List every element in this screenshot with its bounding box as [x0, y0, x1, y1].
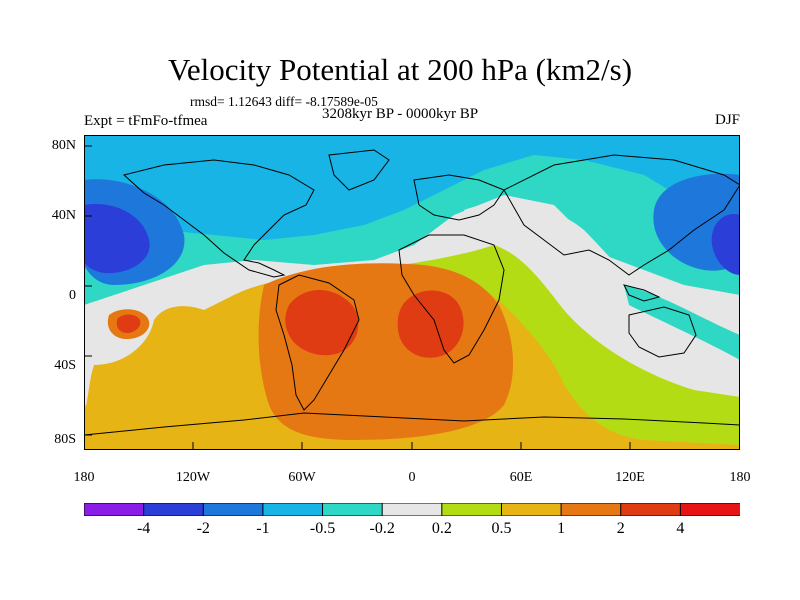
colorbar-label: -2 [196, 520, 210, 537]
stats-label: rmsd= 1.12643 diff= -8.17589e-05 [190, 94, 378, 109]
colorbar-label: -0.5 [309, 520, 336, 537]
season-label: DJF [714, 112, 740, 128]
lon-label-0: 0 [408, 470, 416, 485]
experiment-label: Expt = tFmFo-tfmea [84, 113, 208, 129]
colorbar-swatch [322, 503, 384, 516]
lat-label-0: 0 [69, 288, 76, 303]
colorbar-label: -1 [256, 520, 270, 537]
plot-title: Velocity Potential at 200 hPa (km2/s) [167, 52, 633, 87]
field-darkblue-east [711, 214, 740, 275]
colorbar-swatch [441, 503, 503, 516]
lon-label-120e: 120E [615, 470, 645, 485]
field-red-core-africa [397, 290, 464, 358]
field-cyan-east [624, 285, 740, 360]
lat-label-40n: 40N [51, 208, 76, 223]
colorbar-swatch [560, 503, 622, 516]
field-red-core-america [285, 290, 359, 356]
field-white-band [464, 202, 740, 405]
lon-label-60e: 60E [509, 470, 533, 485]
field-red-pacific [116, 314, 141, 333]
colorbar-swatch [500, 503, 563, 516]
colorbar-swatch [679, 503, 740, 516]
colorbar-swatch [262, 503, 324, 516]
field-lightblue-north [84, 135, 740, 245]
period-label: 3208kyr BP - 0000kyr BP [322, 106, 479, 122]
map-ticks [84, 145, 631, 450]
colorbar-label: 0.5 [491, 520, 512, 537]
lat-label-40s: 40S [54, 358, 76, 373]
colorbar-swatch [143, 503, 205, 516]
colorbar-label: 4 [676, 520, 685, 537]
lon-label-180e: 180 [729, 470, 751, 485]
colorbar-label: -0.2 [369, 520, 395, 537]
colorbar-swatch [620, 503, 682, 516]
colorbar-swatch [381, 503, 443, 516]
colorbar-label: 1 [557, 520, 566, 537]
lat-label-80s: 80S [54, 432, 76, 447]
colorbar-label: -4 [136, 520, 151, 537]
colorbar-swatch [202, 503, 264, 516]
lat-label-80n: 80N [51, 138, 76, 153]
colorbar [84, 503, 740, 516]
field-darkblue-west [84, 204, 150, 274]
lon-label-180w: 180 [73, 470, 95, 485]
colorbar-swatch [84, 503, 145, 516]
lon-label-60w: 60W [288, 470, 316, 485]
coastlines [84, 149, 740, 436]
lon-label-120w: 120W [175, 470, 211, 485]
colorbar-label: 0.2 [431, 520, 452, 537]
colorbar-label: 2 [616, 520, 625, 537]
velocity-potential-map [84, 135, 740, 450]
